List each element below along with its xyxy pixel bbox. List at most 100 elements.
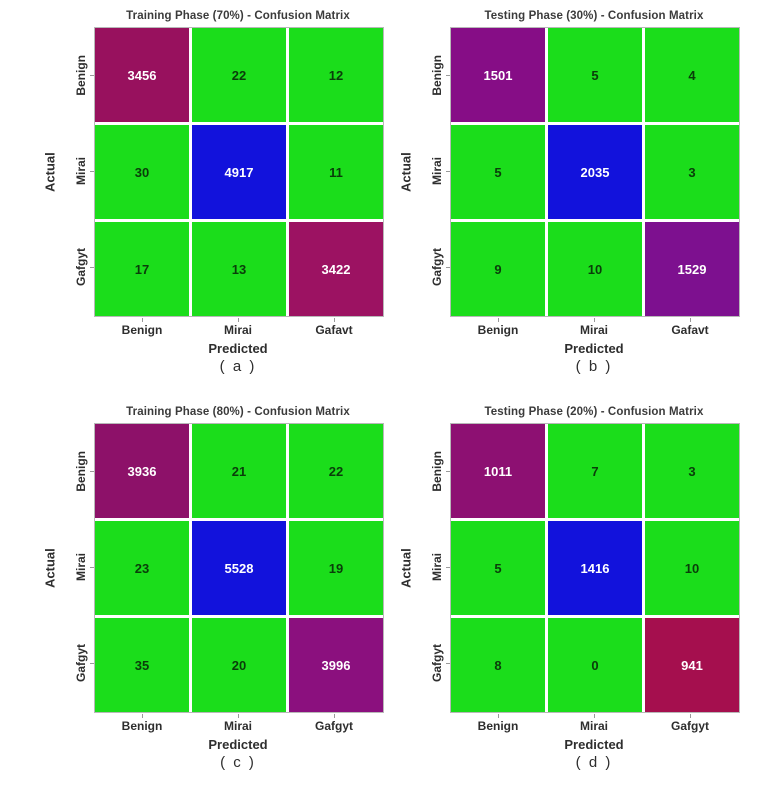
- matrix-cell: 1501: [451, 28, 545, 122]
- plot-area: Actual Benign Mirai Gafgyt 3456 22 12 30 4917 1…: [40, 27, 388, 317]
- matrix-cell: 22: [289, 424, 383, 518]
- matrix-cell: 3422: [289, 222, 383, 316]
- matrix-cell: 1011: [451, 424, 545, 518]
- x-tick-label: Benign: [450, 714, 546, 733]
- x-axis-label: Predicted: [208, 341, 268, 356]
- y-tick-text: Mirai: [74, 552, 88, 581]
- matrix-cell: 11: [289, 125, 383, 219]
- matrix-cell: 23: [95, 521, 189, 615]
- panel-caption: ( d ): [575, 754, 613, 771]
- matrix-cell: 3456: [95, 28, 189, 122]
- matrix-cell: 5: [451, 125, 545, 219]
- y-tick-label: Mirai: [60, 123, 94, 219]
- x-axis-label: Predicted: [564, 341, 624, 356]
- x-tick-label: Mirai: [190, 318, 286, 337]
- matrix-cell: 3: [645, 424, 739, 518]
- x-tick-label: Gafgyt: [286, 714, 382, 733]
- chart-title: Testing Phase (20%) - Confusion Matrix: [484, 406, 704, 418]
- chart-title: Testing Phase (30%) - Confusion Matrix: [484, 10, 704, 22]
- matrix-cell: 21: [192, 424, 286, 518]
- plot-area: Actual Benign Mirai Gafgyt 3936 21 22 23 5528 1…: [40, 423, 388, 713]
- y-tick-label: Benign: [416, 423, 450, 519]
- confusion-matrix-panel-c: Training Phase (80%) - Confusion Matrix …: [0, 396, 388, 792]
- x-tick-labels: Benign Mirai Gafgyt: [94, 714, 382, 733]
- matrix-cell: 3: [645, 125, 739, 219]
- y-tick-labels: Benign Mirai Gafgyt: [60, 27, 94, 317]
- y-axis-label: Actual: [398, 548, 414, 588]
- confusion-matrix-panel-a: Training Phase (70%) - Confusion Matrix …: [0, 0, 388, 396]
- y-tick-text: Benign: [430, 450, 444, 492]
- y-tick-text: Gafgyt: [430, 247, 444, 286]
- y-tick-text: Benign: [430, 54, 444, 96]
- x-tick-label: Gafavt: [286, 318, 382, 337]
- matrix-cell: 17: [95, 222, 189, 316]
- y-tick-text: Benign: [74, 54, 88, 96]
- x-tick-label: Benign: [94, 714, 190, 733]
- y-axis-label: Actual: [398, 152, 414, 192]
- matrix-cell: 3936: [95, 424, 189, 518]
- y-tick-text: Benign: [74, 450, 88, 492]
- x-tick-label: Gafgyt: [642, 714, 738, 733]
- plot-area: Actual Benign Mirai Gafgyt 1011 7 3 5 1416 10 8 0…: [396, 423, 776, 713]
- matrix-cell: 4917: [192, 125, 286, 219]
- y-tick-label: Gafgyt: [60, 615, 94, 711]
- y-tick-label: Benign: [60, 423, 94, 519]
- panel-caption: ( b ): [575, 358, 613, 375]
- chart-title: Training Phase (70%) - Confusion Matrix: [126, 10, 350, 22]
- x-tick-label: Mirai: [190, 714, 286, 733]
- matrix-cell: 1529: [645, 222, 739, 316]
- y-tick-label: Mirai: [416, 519, 450, 615]
- x-tick-label: Gafavt: [642, 318, 738, 337]
- y-tick-text: Mirai: [430, 156, 444, 185]
- matrix-cell: 1416: [548, 521, 642, 615]
- matrix-heatmap: 1011 7 3 5 1416 10 8 0 941: [450, 423, 740, 713]
- y-axis-label: Actual: [42, 152, 58, 192]
- chart-title: Training Phase (80%) - Confusion Matrix: [126, 406, 350, 418]
- matrix-cell: 5: [451, 521, 545, 615]
- x-tick-label: Mirai: [546, 714, 642, 733]
- y-tick-label: Mirai: [416, 123, 450, 219]
- y-tick-label: Gafgyt: [416, 219, 450, 315]
- y-tick-labels: Benign Mirai Gafgyt: [416, 27, 450, 317]
- matrix-heatmap: 1501 5 4 5 2035 3 9 10 1529: [450, 27, 740, 317]
- y-tick-label: Gafgyt: [60, 219, 94, 315]
- matrix-cell: 22: [192, 28, 286, 122]
- matrix-cell: 5528: [192, 521, 286, 615]
- confusion-matrix-panel-d: Testing Phase (20%) - Confusion Matrix A…: [388, 396, 776, 792]
- y-tick-text: Mirai: [430, 552, 444, 581]
- panel-caption: ( c ): [220, 754, 256, 771]
- matrix-cell: 2035: [548, 125, 642, 219]
- y-tick-labels: Benign Mirai Gafgyt: [60, 423, 94, 713]
- matrix-cell: 10: [548, 222, 642, 316]
- matrix-heatmap: 3456 22 12 30 4917 11 17 13 3422: [94, 27, 384, 317]
- matrix-heatmap: 3936 21 22 23 5528 19 35 20 3996: [94, 423, 384, 713]
- y-tick-text: Mirai: [74, 156, 88, 185]
- y-axis-label: Actual: [42, 548, 58, 588]
- confusion-matrix-panel-b: Testing Phase (30%) - Confusion Matrix A…: [388, 0, 776, 396]
- matrix-cell: 3996: [289, 618, 383, 712]
- matrix-cell: 12: [289, 28, 383, 122]
- x-tick-label: Benign: [94, 318, 190, 337]
- matrix-cell: 35: [95, 618, 189, 712]
- panel-caption: ( a ): [219, 358, 257, 375]
- x-tick-labels: Benign Mirai Gafgyt: [450, 714, 738, 733]
- y-tick-text: Gafgyt: [74, 643, 88, 682]
- matrix-cell: 8: [451, 618, 545, 712]
- y-tick-label: Mirai: [60, 519, 94, 615]
- matrix-cell: 941: [645, 618, 739, 712]
- matrix-cell: 13: [192, 222, 286, 316]
- y-tick-label: Benign: [416, 27, 450, 123]
- y-tick-text: Gafgyt: [74, 247, 88, 286]
- x-axis-label: Predicted: [564, 737, 624, 752]
- matrix-cell: 19: [289, 521, 383, 615]
- x-axis-label: Predicted: [208, 737, 268, 752]
- x-tick-labels: Benign Mirai Gafavt: [94, 318, 382, 337]
- x-tick-labels: Benign Mirai Gafavt: [450, 318, 738, 337]
- matrix-cell: 4: [645, 28, 739, 122]
- y-tick-label: Benign: [60, 27, 94, 123]
- y-tick-text: Gafgyt: [430, 643, 444, 682]
- y-tick-label: Gafgyt: [416, 615, 450, 711]
- y-tick-labels: Benign Mirai Gafgyt: [416, 423, 450, 713]
- matrix-cell: 30: [95, 125, 189, 219]
